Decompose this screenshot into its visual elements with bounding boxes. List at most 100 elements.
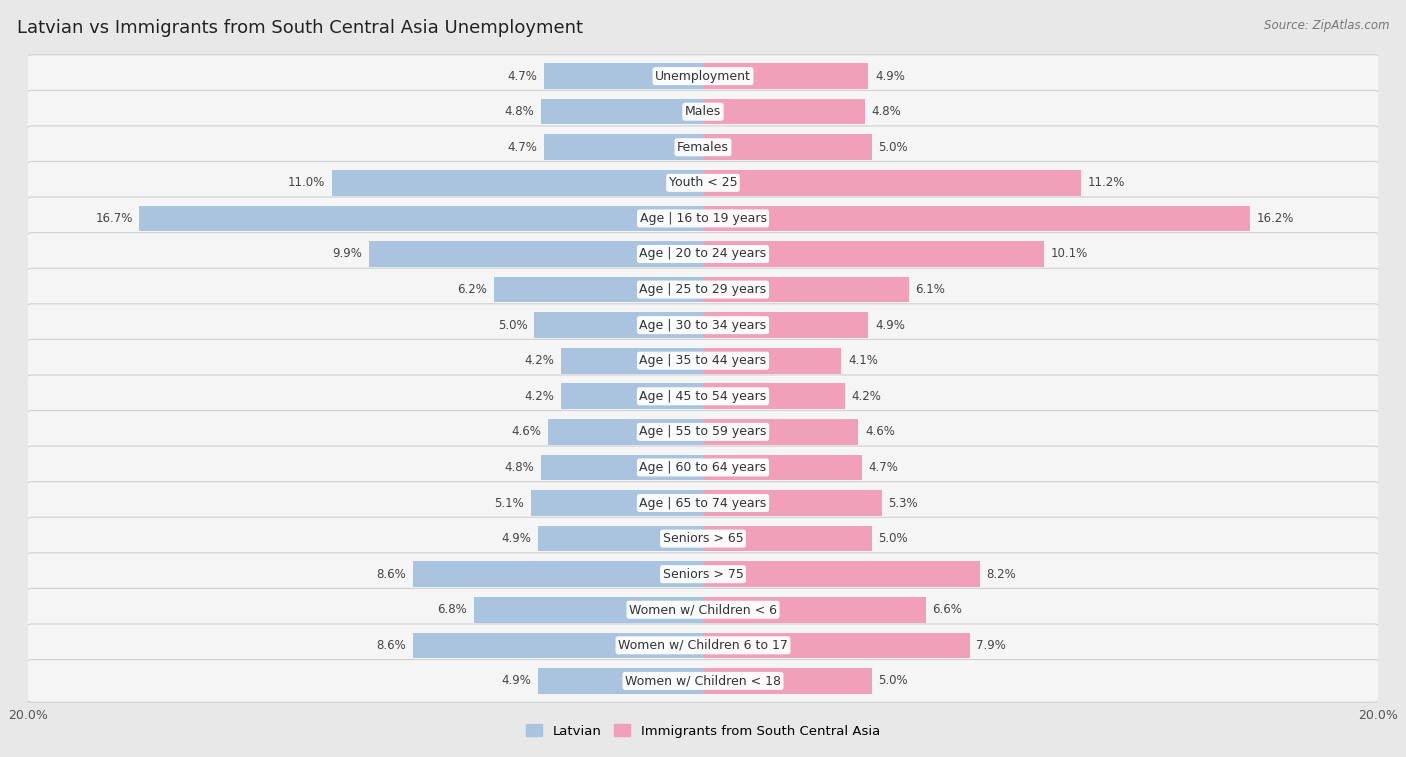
Bar [703, 491, 882, 516]
Text: 4.8%: 4.8% [505, 105, 534, 118]
Text: 4.2%: 4.2% [524, 390, 554, 403]
Text: 9.9%: 9.9% [332, 248, 363, 260]
FancyBboxPatch shape [27, 268, 1379, 311]
Text: 4.6%: 4.6% [512, 425, 541, 438]
Bar [703, 526, 872, 551]
Text: 4.7%: 4.7% [869, 461, 898, 474]
Text: Seniors > 65: Seniors > 65 [662, 532, 744, 545]
FancyBboxPatch shape [27, 126, 1379, 169]
Text: 5.0%: 5.0% [879, 141, 908, 154]
FancyBboxPatch shape [27, 517, 1379, 560]
Bar [541, 99, 703, 124]
Bar [703, 633, 970, 658]
FancyBboxPatch shape [27, 197, 1379, 240]
FancyBboxPatch shape [27, 659, 1379, 702]
Text: 5.0%: 5.0% [879, 674, 908, 687]
Bar [703, 597, 925, 622]
Text: 8.6%: 8.6% [377, 568, 406, 581]
FancyBboxPatch shape [27, 410, 1379, 453]
Text: 4.9%: 4.9% [501, 674, 531, 687]
FancyBboxPatch shape [27, 161, 1379, 204]
Bar [703, 419, 858, 444]
Text: Source: ZipAtlas.com: Source: ZipAtlas.com [1264, 19, 1389, 32]
FancyBboxPatch shape [27, 304, 1379, 347]
Bar [537, 526, 703, 551]
Text: Females: Females [678, 141, 728, 154]
Bar [703, 668, 872, 693]
Bar [534, 313, 703, 338]
Text: Age | 60 to 64 years: Age | 60 to 64 years [640, 461, 766, 474]
Bar [332, 170, 703, 195]
Bar [703, 170, 1081, 195]
Text: Latvian vs Immigrants from South Central Asia Unemployment: Latvian vs Immigrants from South Central… [17, 19, 583, 37]
Text: 5.3%: 5.3% [889, 497, 918, 509]
Text: 4.9%: 4.9% [875, 319, 905, 332]
Bar [703, 206, 1250, 231]
Bar [703, 99, 865, 124]
Bar [494, 277, 703, 302]
Text: Women w/ Children < 18: Women w/ Children < 18 [626, 674, 780, 687]
Bar [703, 313, 869, 338]
Text: 8.6%: 8.6% [377, 639, 406, 652]
Bar [548, 419, 703, 444]
Text: Age | 16 to 19 years: Age | 16 to 19 years [640, 212, 766, 225]
Text: Women w/ Children < 6: Women w/ Children < 6 [628, 603, 778, 616]
Text: Age | 30 to 34 years: Age | 30 to 34 years [640, 319, 766, 332]
FancyBboxPatch shape [27, 375, 1379, 418]
Text: 4.1%: 4.1% [848, 354, 877, 367]
Text: 4.8%: 4.8% [872, 105, 901, 118]
Bar [561, 348, 703, 373]
Bar [544, 64, 703, 89]
Bar [703, 455, 862, 480]
Text: 6.1%: 6.1% [915, 283, 945, 296]
FancyBboxPatch shape [27, 624, 1379, 667]
Text: 4.2%: 4.2% [852, 390, 882, 403]
Text: 4.9%: 4.9% [501, 532, 531, 545]
FancyBboxPatch shape [27, 339, 1379, 382]
Bar [703, 135, 872, 160]
Text: Age | 20 to 24 years: Age | 20 to 24 years [640, 248, 766, 260]
Text: Seniors > 75: Seniors > 75 [662, 568, 744, 581]
Text: 16.2%: 16.2% [1257, 212, 1294, 225]
FancyBboxPatch shape [27, 55, 1379, 98]
Text: 7.9%: 7.9% [976, 639, 1007, 652]
Text: 4.9%: 4.9% [875, 70, 905, 83]
Text: 5.0%: 5.0% [879, 532, 908, 545]
FancyBboxPatch shape [27, 481, 1379, 525]
FancyBboxPatch shape [27, 232, 1379, 276]
Text: Unemployment: Unemployment [655, 70, 751, 83]
Text: 4.8%: 4.8% [505, 461, 534, 474]
Text: 6.6%: 6.6% [932, 603, 962, 616]
Bar [413, 562, 703, 587]
Text: 11.0%: 11.0% [288, 176, 325, 189]
Text: Age | 55 to 59 years: Age | 55 to 59 years [640, 425, 766, 438]
Text: 4.2%: 4.2% [524, 354, 554, 367]
Text: 6.8%: 6.8% [437, 603, 467, 616]
Text: 5.0%: 5.0% [498, 319, 527, 332]
FancyBboxPatch shape [27, 553, 1379, 596]
Bar [703, 64, 869, 89]
Bar [703, 348, 841, 373]
Text: Age | 65 to 74 years: Age | 65 to 74 years [640, 497, 766, 509]
FancyBboxPatch shape [27, 90, 1379, 133]
Text: Youth < 25: Youth < 25 [669, 176, 737, 189]
Text: Women w/ Children 6 to 17: Women w/ Children 6 to 17 [619, 639, 787, 652]
Text: Males: Males [685, 105, 721, 118]
Text: Age | 25 to 29 years: Age | 25 to 29 years [640, 283, 766, 296]
Bar [561, 384, 703, 409]
Text: 4.7%: 4.7% [508, 70, 537, 83]
Text: 16.7%: 16.7% [96, 212, 132, 225]
Text: 10.1%: 10.1% [1050, 248, 1088, 260]
Text: 6.2%: 6.2% [457, 283, 486, 296]
Bar [531, 491, 703, 516]
Bar [413, 633, 703, 658]
Bar [703, 241, 1043, 266]
Bar [139, 206, 703, 231]
Bar [544, 135, 703, 160]
Bar [541, 455, 703, 480]
Text: 5.1%: 5.1% [495, 497, 524, 509]
Bar [474, 597, 703, 622]
FancyBboxPatch shape [27, 446, 1379, 489]
Bar [368, 241, 703, 266]
FancyBboxPatch shape [27, 588, 1379, 631]
